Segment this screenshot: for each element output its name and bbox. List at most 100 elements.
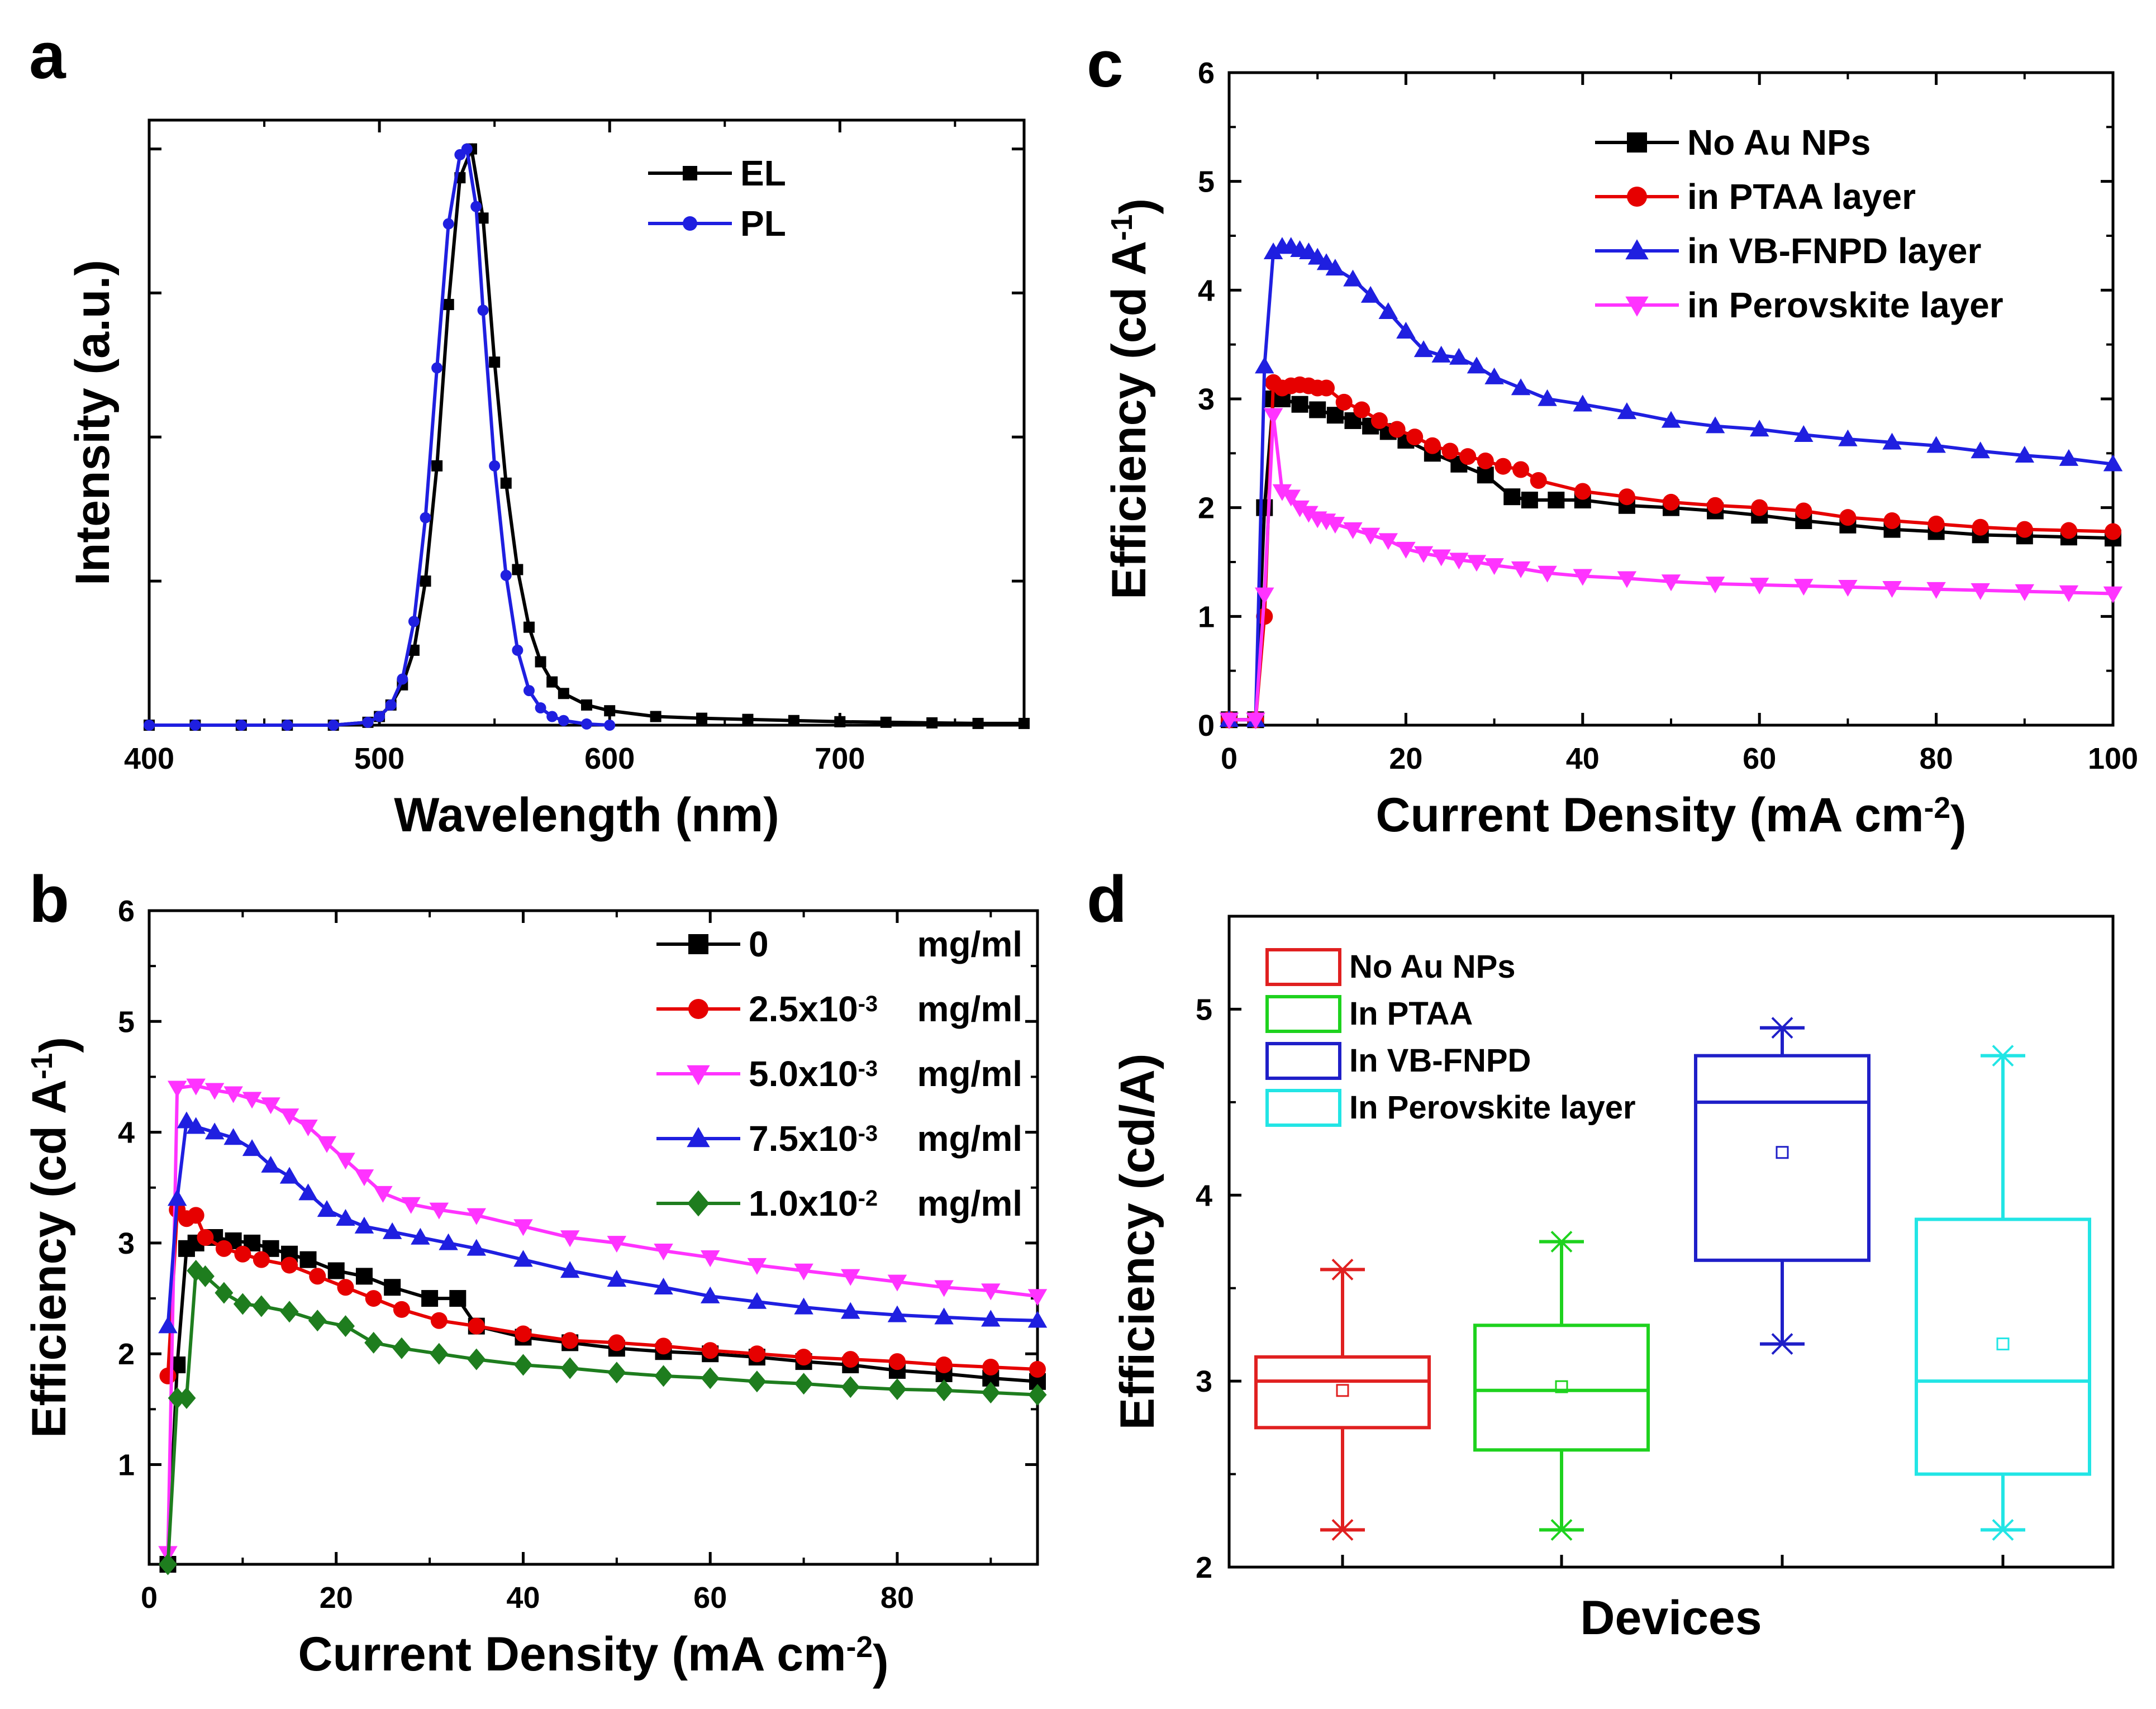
legend: 0 mg/ml 2.5x10-3 mg/ml 5.0x10-3 mg/ml 7.5x10-3… bbox=[656, 924, 1022, 1224]
x-axis-label: Current Density (mA cm-2) bbox=[1376, 788, 1966, 850]
data-point bbox=[477, 212, 489, 224]
data-point bbox=[880, 716, 892, 728]
data-point bbox=[385, 699, 397, 711]
series-line bbox=[149, 145, 610, 727]
data-point bbox=[327, 1262, 345, 1279]
data-point bbox=[700, 1286, 720, 1303]
x-tick-label: 100 bbox=[2088, 742, 2138, 775]
data-point bbox=[608, 1334, 625, 1351]
series-4 bbox=[158, 1259, 1047, 1575]
data-point bbox=[168, 1387, 187, 1410]
data-point bbox=[393, 1301, 410, 1318]
data-point bbox=[794, 1373, 813, 1395]
legend-unit: mg/ml bbox=[917, 989, 1022, 1029]
data-point bbox=[1263, 408, 1283, 425]
data-point bbox=[1530, 472, 1547, 489]
data-point bbox=[215, 1240, 232, 1257]
series-line bbox=[166, 1118, 1038, 1326]
data-point bbox=[411, 1227, 430, 1245]
data-point bbox=[158, 1316, 178, 1334]
series-line bbox=[166, 1235, 1038, 1565]
data-point bbox=[887, 1274, 907, 1292]
data-point bbox=[794, 1263, 813, 1280]
data-point bbox=[748, 1370, 767, 1393]
box-body bbox=[1915, 1217, 2091, 1476]
legend-label: PL bbox=[740, 203, 786, 244]
data-point bbox=[362, 716, 374, 728]
data-point bbox=[252, 1295, 271, 1317]
extreme-marker bbox=[1771, 1333, 1793, 1355]
legend-label: 0 bbox=[749, 924, 769, 964]
data-point bbox=[1511, 561, 1531, 578]
box-2 bbox=[1694, 1017, 1871, 1355]
data-point bbox=[1360, 527, 1381, 545]
data-point bbox=[1360, 285, 1381, 303]
data-point bbox=[408, 644, 420, 656]
data-point bbox=[513, 1250, 533, 1267]
y-tick-label: 3 bbox=[1196, 1365, 1212, 1398]
data-point bbox=[280, 1301, 299, 1323]
data-point bbox=[223, 1128, 243, 1145]
data-point bbox=[558, 715, 569, 726]
data-point bbox=[2015, 584, 2035, 601]
data-point bbox=[1325, 259, 1345, 276]
data-point bbox=[308, 1310, 327, 1332]
legend-label: 2.5x10-3 bbox=[749, 989, 878, 1029]
data-point bbox=[1927, 515, 1945, 532]
data-point bbox=[500, 569, 512, 581]
data-point bbox=[1424, 437, 1441, 454]
x-tick-label: 40 bbox=[1566, 742, 1600, 775]
y-tick-label: 2 bbox=[1196, 1551, 1212, 1584]
data-point bbox=[1018, 717, 1030, 729]
data-point bbox=[234, 1245, 251, 1263]
data-point bbox=[336, 1153, 355, 1170]
data-point bbox=[1661, 574, 1681, 592]
data-point bbox=[1028, 1384, 1047, 1406]
y-tick-label: 5 bbox=[1198, 165, 1215, 199]
data-point bbox=[512, 644, 523, 656]
data-point bbox=[354, 1216, 374, 1234]
data-point bbox=[515, 1325, 532, 1343]
data-point bbox=[1838, 429, 1858, 446]
x-tick-label: 400 bbox=[124, 742, 174, 775]
y-tick-label: 4 bbox=[118, 1116, 135, 1150]
legend-marker bbox=[1625, 296, 1649, 317]
data-point bbox=[2015, 445, 2035, 463]
data-point bbox=[2059, 585, 2079, 602]
data-point bbox=[354, 1169, 374, 1187]
data-point bbox=[1838, 580, 1858, 597]
x-tick-label: 80 bbox=[881, 1581, 914, 1615]
data-point bbox=[972, 717, 984, 729]
data-point bbox=[374, 711, 385, 722]
data-point bbox=[702, 1342, 719, 1359]
box-0 bbox=[1254, 1259, 1431, 1541]
data-point bbox=[1413, 340, 1434, 358]
panel-b: 0 20 40 60 80 1 2 3 4 5 6 Current Density (mA cm-2)… bbox=[22, 894, 1048, 1689]
data-point bbox=[1749, 420, 1769, 437]
x-axis-label: Current Density (mA cm-2) bbox=[298, 1627, 888, 1689]
series-line bbox=[1229, 379, 2114, 722]
data-point bbox=[467, 1348, 486, 1370]
data-point bbox=[336, 1209, 355, 1226]
mean-marker bbox=[1555, 1380, 1568, 1393]
y-axis-label: Efficiency (cd A-1) bbox=[1102, 198, 1164, 599]
panel-d: 2 3 4 5 Devices Efficiency (cd/A) No Au NPs In … bbox=[1111, 915, 2115, 1645]
legend-swatch bbox=[1265, 1089, 1341, 1127]
legend-marker bbox=[1625, 239, 1649, 260]
extreme-marker bbox=[1992, 1519, 2014, 1541]
data-point bbox=[1511, 378, 1531, 396]
y-tick-label: 1 bbox=[1198, 600, 1215, 634]
data-point bbox=[512, 564, 523, 575]
data-point bbox=[1926, 436, 1946, 453]
data-point bbox=[204, 1083, 225, 1100]
data-point bbox=[2016, 521, 2033, 538]
x-tick-label: 700 bbox=[815, 742, 865, 775]
data-point bbox=[981, 1310, 1001, 1327]
panel-label-c: c bbox=[1087, 27, 1124, 101]
x-tick-label: 0 bbox=[141, 1581, 158, 1615]
data-point bbox=[299, 1251, 317, 1268]
series-line bbox=[166, 1084, 1038, 1554]
legend-label: in VB-FNPD layer bbox=[1687, 231, 1981, 271]
legend-marker bbox=[687, 1127, 710, 1148]
data-point bbox=[1467, 555, 1487, 572]
